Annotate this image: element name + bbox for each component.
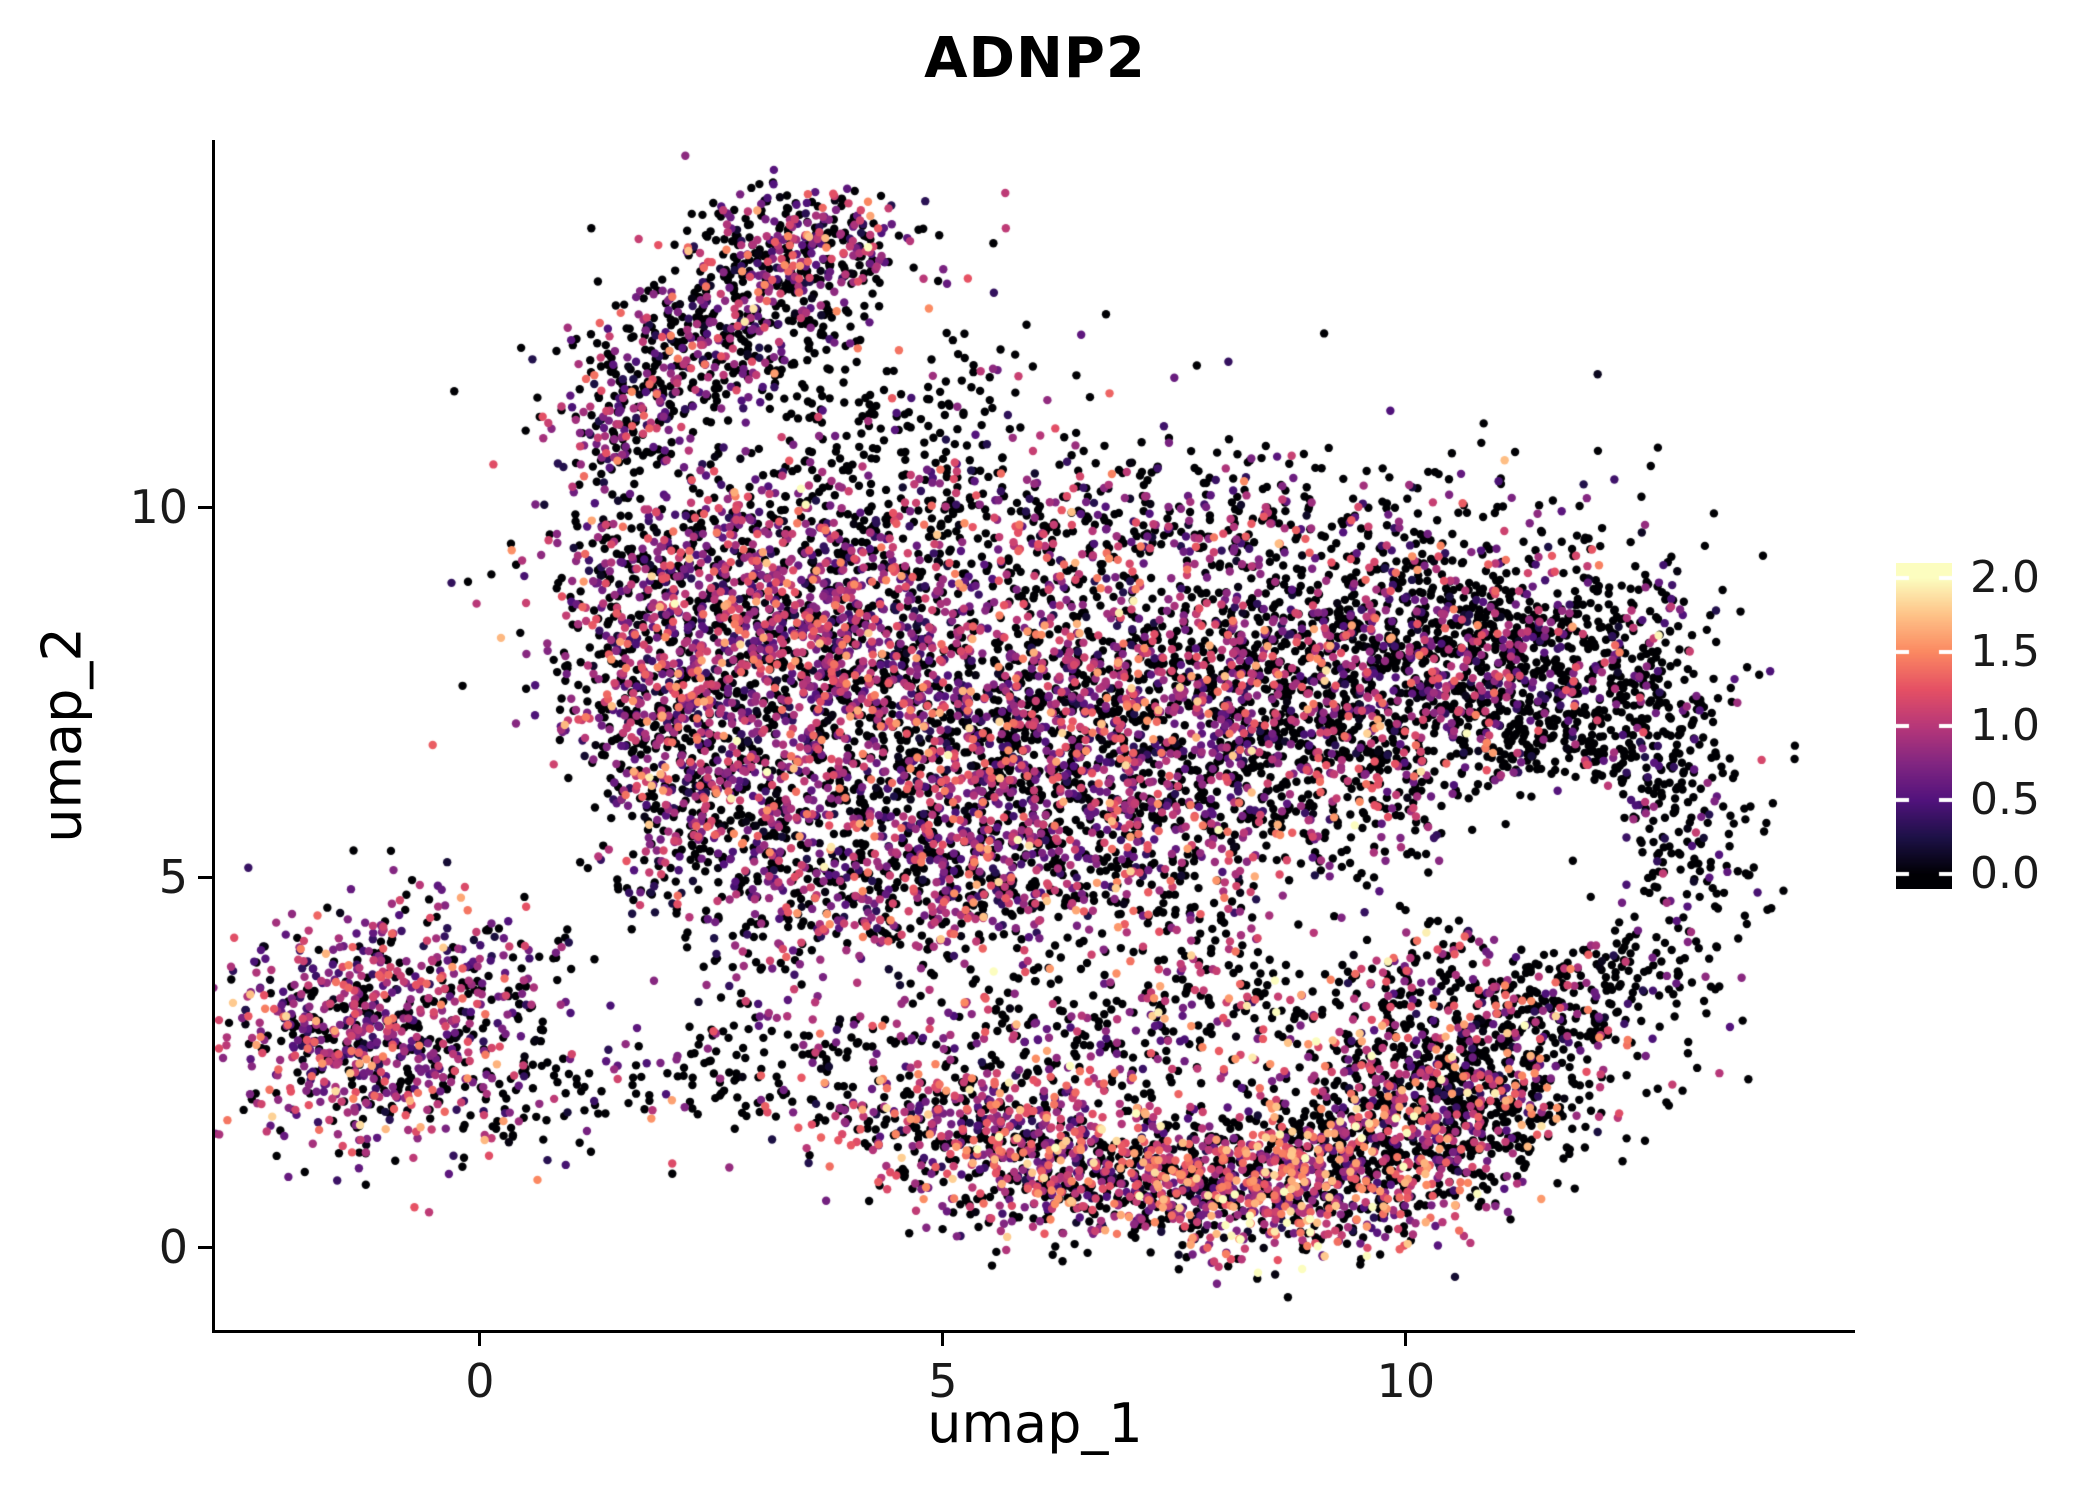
x-tick-mark: [1404, 1333, 1408, 1346]
x-tick-label: 0: [465, 1354, 495, 1408]
chart-title: ADNP2: [924, 26, 1146, 91]
x-tick-mark: [941, 1333, 945, 1346]
y-tick-mark: [198, 876, 212, 880]
legend-tick-label: 2.0: [1970, 552, 2040, 603]
x-tick-label: 10: [1376, 1354, 1436, 1408]
y-tick-mark: [198, 506, 212, 510]
y-axis-label: umap_2: [30, 627, 94, 843]
y-tick-label: 0: [158, 1219, 188, 1274]
x-tick-mark: [478, 1333, 482, 1346]
y-tick-mark: [198, 1246, 212, 1250]
legend-tick-label: 1.0: [1970, 700, 2040, 751]
umap-scatter-canvas: [215, 140, 1855, 1330]
y-axis-line: [212, 140, 215, 1333]
legend-tick-label: 0.5: [1970, 774, 2040, 825]
y-tick-label: 10: [129, 479, 188, 534]
legend-colorbar: [1896, 563, 1952, 889]
x-axis-line: [212, 1330, 1855, 1333]
x-tick-label: 5: [928, 1354, 958, 1408]
y-tick-label: 5: [158, 849, 188, 904]
legend-tick-label: 1.5: [1970, 626, 2040, 677]
legend-tick-label: 0.0: [1970, 848, 2040, 899]
x-axis-label: umap_1: [927, 1392, 1143, 1455]
